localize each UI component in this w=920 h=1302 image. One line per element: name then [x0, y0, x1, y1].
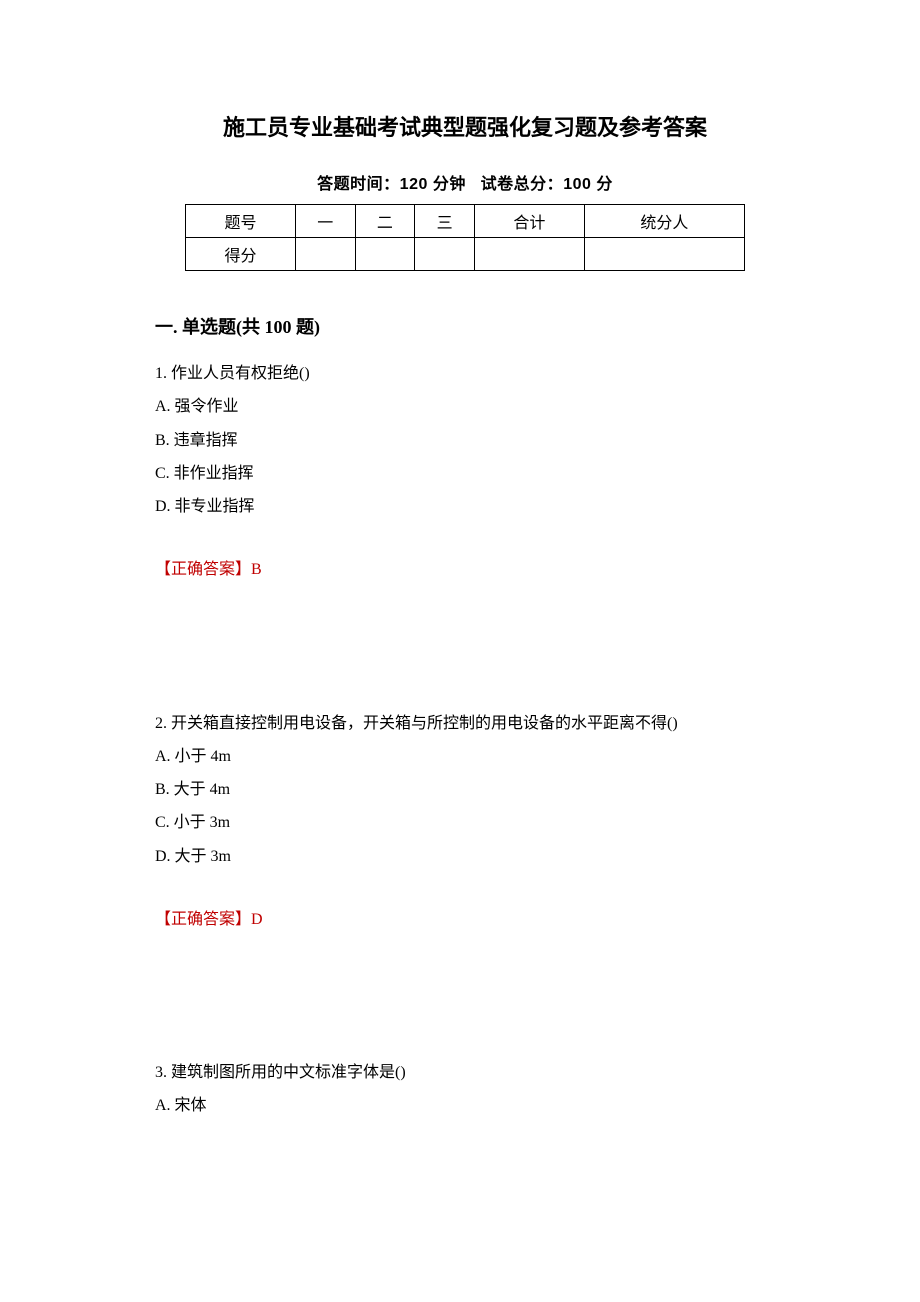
question-number: 2.: [155, 715, 167, 732]
question-stem: 3. 建筑制图所用的中文标准字体是(): [155, 1056, 775, 1089]
question-text: 开关箱直接控制用电设备，开关箱与所控制的用电设备的水平距离不得(): [171, 715, 678, 732]
table-cell: 得分: [186, 238, 296, 271]
question-block: 1. 作业人员有权拒绝() A. 强令作业 B. 违章指挥 C. 非作业指挥 D…: [155, 357, 775, 587]
table-cell: 题号: [186, 205, 296, 238]
question-option: A. 宋体: [155, 1089, 775, 1122]
question-option: C. 非作业指挥: [155, 457, 775, 490]
question-stem: 1. 作业人员有权拒绝(): [155, 357, 775, 390]
answer-line: 【正确答案】B: [155, 553, 775, 586]
question-text: 作业人员有权拒绝(): [171, 365, 310, 382]
score-table: 题号 一 二 三 合计 统分人 得分: [185, 204, 745, 271]
table-cell: [584, 238, 744, 271]
table-cell: [295, 238, 355, 271]
section-title: 一. 单选题(共 100 题): [155, 313, 775, 339]
question-option: B. 大于 4m: [155, 773, 775, 806]
question-block: 3. 建筑制图所用的中文标准字体是() A. 宋体: [155, 1056, 775, 1123]
table-cell: 合计: [474, 205, 584, 238]
question-option: A. 小于 4m: [155, 740, 775, 773]
answer-line: 【正确答案】D: [155, 903, 775, 936]
score-label: 试卷总分：: [481, 176, 564, 193]
table-row: 得分: [186, 238, 745, 271]
table-cell: 三: [415, 205, 475, 238]
page-subtitle: 答题时间：120 分钟 试卷总分：100 分: [155, 170, 775, 194]
question-option: D. 大于 3m: [155, 840, 775, 873]
answer-label: 【正确答案】: [155, 911, 251, 928]
table-row: 题号 一 二 三 合计 统分人: [186, 205, 745, 238]
question-option: C. 小于 3m: [155, 806, 775, 839]
table-cell: [474, 238, 584, 271]
answer-value: D: [251, 911, 263, 928]
question-text: 建筑制图所用的中文标准字体是(): [171, 1064, 406, 1081]
question-option: D. 非专业指挥: [155, 490, 775, 523]
question-block: 2. 开关箱直接控制用电设备，开关箱与所控制的用电设备的水平距离不得() A. …: [155, 707, 775, 937]
page-title: 施工员专业基础考试典型题强化复习题及参考答案: [155, 110, 775, 142]
answer-label: 【正确答案】: [155, 561, 251, 578]
table-cell: [415, 238, 475, 271]
table-cell: 二: [355, 205, 415, 238]
question-stem: 2. 开关箱直接控制用电设备，开关箱与所控制的用电设备的水平距离不得(): [155, 707, 775, 740]
table-cell: 统分人: [584, 205, 744, 238]
table-cell: 一: [295, 205, 355, 238]
question-option: A. 强令作业: [155, 390, 775, 423]
score-value: 100 分: [563, 176, 613, 193]
document-page: 施工员专业基础考试典型题强化复习题及参考答案 答题时间：120 分钟 试卷总分：…: [0, 0, 920, 1302]
table-cell: [355, 238, 415, 271]
time-label: 答题时间：: [317, 176, 400, 193]
question-number: 3.: [155, 1064, 167, 1081]
time-value: 120 分钟: [400, 176, 466, 193]
question-number: 1.: [155, 365, 167, 382]
question-option: B. 违章指挥: [155, 424, 775, 457]
answer-value: B: [251, 561, 262, 578]
